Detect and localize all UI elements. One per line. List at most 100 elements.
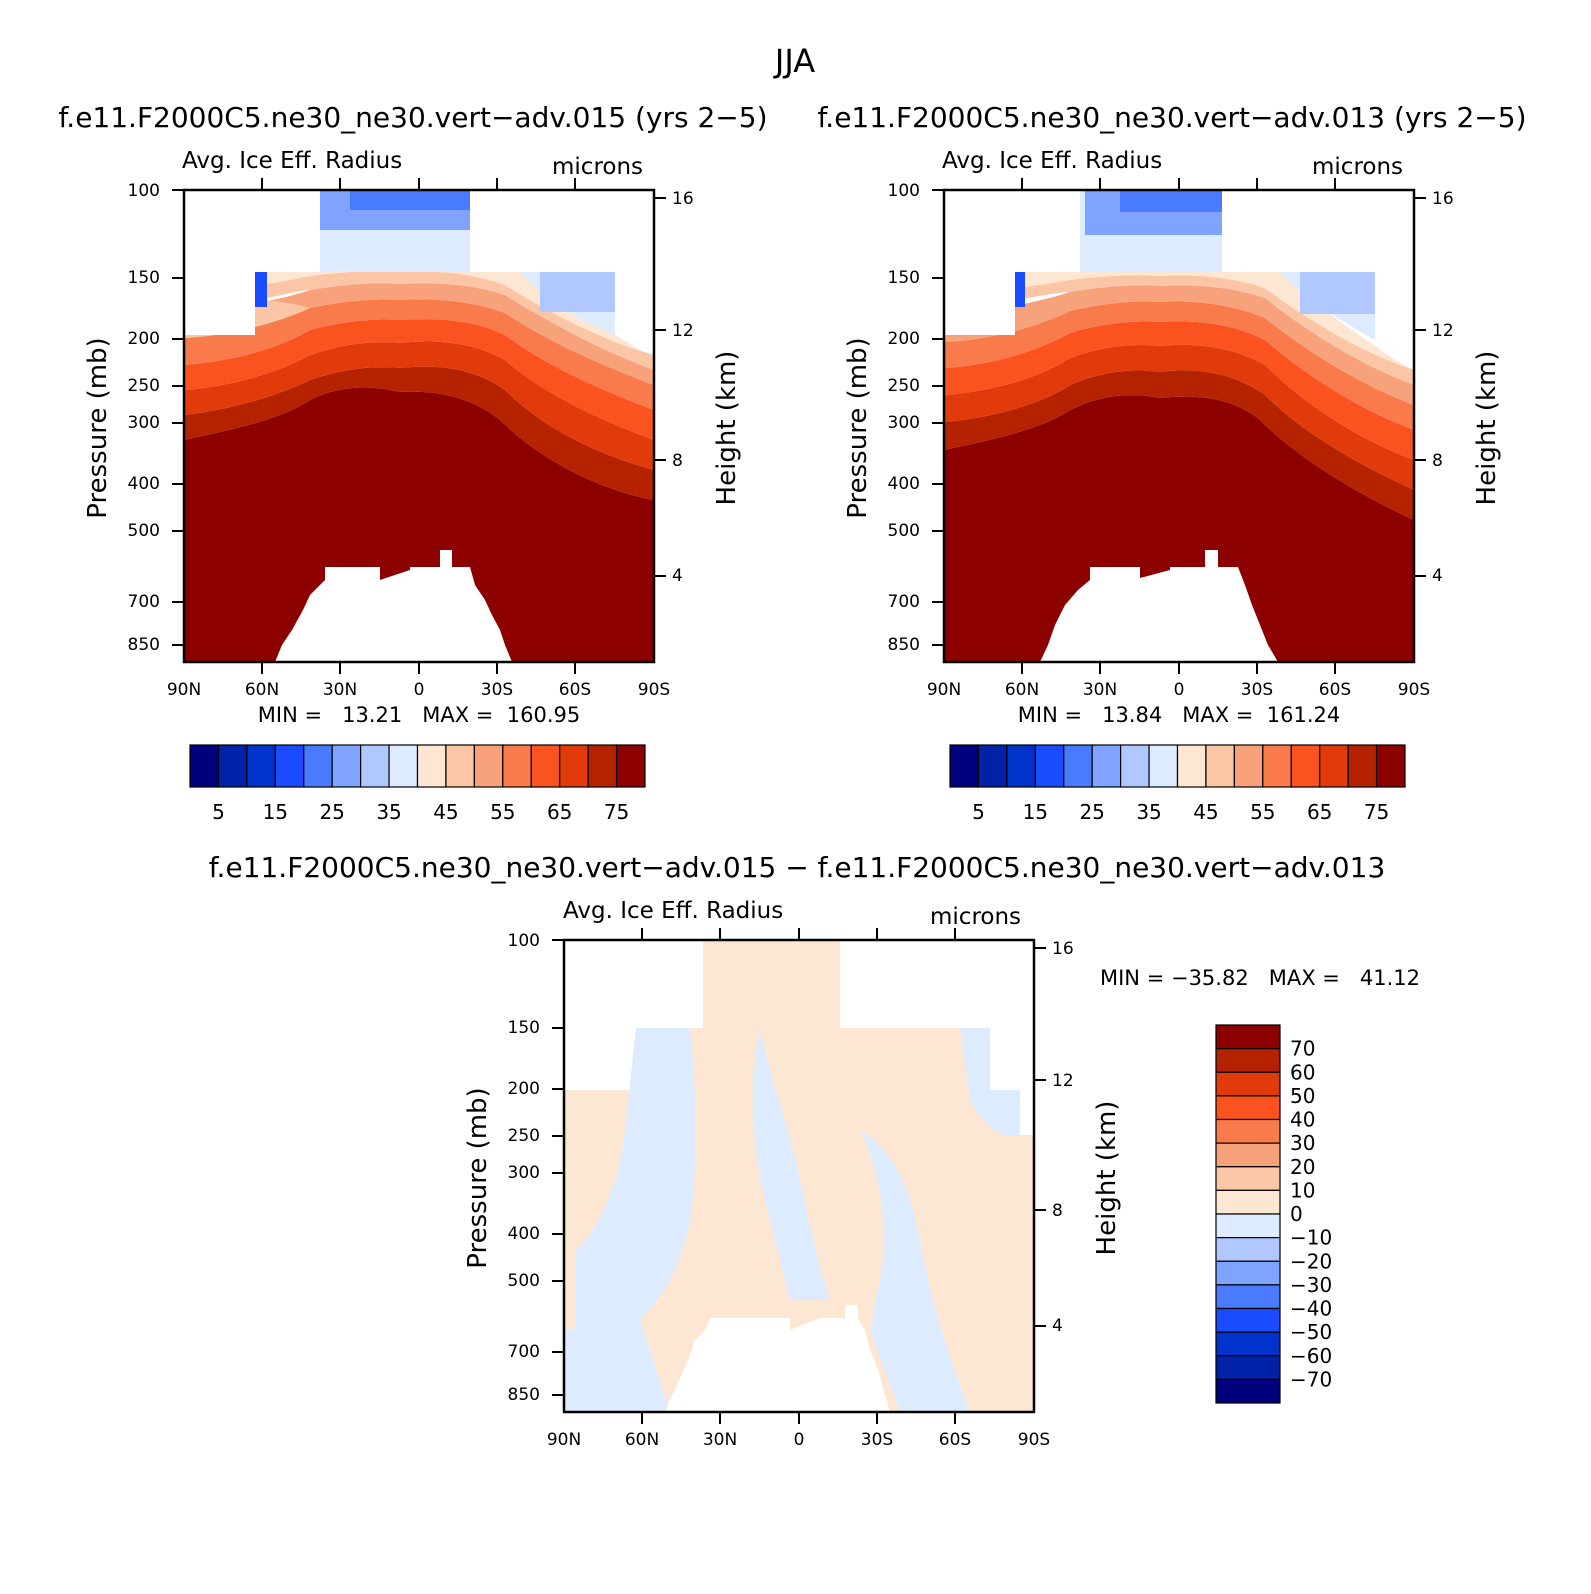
panel-1-ylabel-right: Height (km) bbox=[712, 351, 742, 506]
panel-3-colorbar-box-4 bbox=[1215, 1118, 1281, 1144]
panel-2-ytick-850: 850 bbox=[888, 635, 920, 655]
panel-1-colorbar-label-3: 35 bbox=[376, 800, 401, 824]
panel-2-variable: Avg. Ice Eff. Radius bbox=[942, 148, 1162, 174]
panel-1-colorbar-label-2: 25 bbox=[319, 800, 344, 824]
panel-1-band-50 bbox=[184, 299, 654, 410]
panel-1-white-bottom bbox=[275, 550, 512, 662]
panel-2-htick-marks bbox=[1414, 197, 1426, 577]
panel-2-colorbar-box-15 bbox=[1375, 744, 1406, 788]
panel-3-ytick-250: 250 bbox=[508, 1126, 540, 1146]
panel-1-white-top-right bbox=[470, 190, 654, 335]
panel-1-left-blue bbox=[255, 272, 267, 307]
panel-1-colorbar-box-13 bbox=[559, 744, 589, 788]
panel-1-plot: 100 150 200 250 300 400 500 700 850 16 1… bbox=[83, 178, 742, 727]
panel-2-colorbar-box-1 bbox=[977, 744, 1008, 788]
panel-3-colorbar-label-12: −50 bbox=[1290, 1320, 1332, 1344]
panel-3-neg-patch-1 bbox=[575, 1028, 696, 1330]
panel-2-htick-12: 12 bbox=[1432, 321, 1454, 341]
panel-3-colorbar-box-7 bbox=[1215, 1189, 1281, 1215]
panel-1-top-blue-core bbox=[350, 190, 470, 210]
panel-2-colorbar-box-12 bbox=[1290, 744, 1321, 788]
panel-1-ytick-150: 150 bbox=[128, 268, 160, 288]
panel-2-ytick-marks bbox=[932, 189, 944, 646]
panel-2-white-top-left bbox=[944, 190, 1080, 335]
panel-2-xtick-90S: 90S bbox=[1398, 680, 1430, 700]
panel-2-colorbar-box-5 bbox=[1091, 744, 1122, 788]
panel-2-right-blue bbox=[1300, 272, 1375, 314]
panel-1-colorbar-label-5: 55 bbox=[490, 800, 515, 824]
panel-2-xtick-0: 0 bbox=[1174, 680, 1185, 700]
panel-3-xtick-90S: 90S bbox=[1018, 1430, 1050, 1450]
panel-2-ytick-150: 150 bbox=[888, 268, 920, 288]
figure-title: JJA bbox=[773, 42, 815, 80]
panel-3-ylabel-left: Pressure (mb) bbox=[463, 1087, 493, 1268]
panel-3-colorbar-box-10 bbox=[1215, 1260, 1281, 1286]
panel-1-colorbar-box-14 bbox=[587, 744, 618, 788]
panel-1-ytick-250: 250 bbox=[128, 376, 160, 396]
panel-3-ytick-700: 700 bbox=[508, 1342, 540, 1362]
panel-3-colorbar-box-14 bbox=[1215, 1355, 1281, 1380]
panel-3-colorbar-label-6: 10 bbox=[1290, 1178, 1315, 1202]
panel-2-ytick-500: 500 bbox=[888, 521, 920, 541]
panel-2-colorbar-label-0: 5 bbox=[972, 800, 985, 824]
panel-1-colorbar-label-7: 75 bbox=[604, 800, 629, 824]
panel-3-height-ticks: 16 12 8 4 bbox=[1034, 939, 1074, 1336]
panel-2-top-blue-core bbox=[1120, 190, 1222, 212]
panel-2-ytick-200: 200 bbox=[888, 329, 920, 349]
panel-2-band-60 bbox=[944, 344, 1414, 490]
panel-2-colorbar-label-2: 25 bbox=[1079, 800, 1104, 824]
panel-2-colorbar-box-8 bbox=[1176, 744, 1207, 788]
panel-3-colorbar-box-6 bbox=[1215, 1166, 1281, 1191]
panel-1-colorbar-label-4: 45 bbox=[433, 800, 458, 824]
panel-1-ytick-200: 200 bbox=[128, 329, 160, 349]
panel-1-white-top-left bbox=[184, 190, 320, 335]
panel-1-colorbar-box-1 bbox=[217, 744, 248, 788]
panel-3-ytick-400: 400 bbox=[508, 1224, 540, 1244]
panel-2-band-50 bbox=[944, 301, 1414, 430]
panel-1-colorbar-box-10 bbox=[473, 744, 504, 788]
panel-2-stats: MIN = 13.84 MAX = 161.24 bbox=[1018, 703, 1340, 727]
panel-2-xtick-marks bbox=[1021, 178, 1336, 674]
panel-1-ytick-300: 300 bbox=[128, 413, 160, 433]
panel-1-x-ticks: 90N 60N 30N 0 30S 60S 90S bbox=[167, 178, 670, 700]
panel-2-colorbar-box-11 bbox=[1262, 744, 1292, 788]
panel-2-colorbar-box-10 bbox=[1233, 744, 1264, 788]
panel-2-xtick-60N: 60N bbox=[1005, 680, 1039, 700]
panel-1: f.e11.F2000C5.ne30_ne30.vert−adv.015 (yr… bbox=[58, 101, 767, 824]
panel-3-colorbar-label-1: 60 bbox=[1290, 1060, 1315, 1084]
panel-2-colorbar-box-0 bbox=[949, 744, 980, 788]
panel-1-case-title: f.e11.F2000C5.ne30_ne30.vert−adv.015 (yr… bbox=[58, 101, 767, 134]
panel-2-band-65 bbox=[944, 370, 1414, 520]
panel-1-htick-12: 12 bbox=[672, 321, 694, 341]
panel-2-ytick-300: 300 bbox=[888, 413, 920, 433]
panel-3-neg-patch-4 bbox=[960, 1028, 1020, 1137]
panel-3-ytick-marks bbox=[552, 939, 564, 1396]
panel-3-colorbar-box-15 bbox=[1215, 1378, 1281, 1404]
panel-2-xtick-90N: 90N bbox=[927, 680, 961, 700]
panel-3-ylabel-right: Height (km) bbox=[1092, 1101, 1122, 1256]
panel-2-ytick-250: 250 bbox=[888, 376, 920, 396]
panel-2-colorbar-box-7 bbox=[1148, 744, 1179, 788]
panel-3-colorbar-box-2 bbox=[1215, 1071, 1281, 1097]
panel-1-colorbar-label-0: 5 bbox=[212, 800, 225, 824]
panel-2-colorbar: 5 15 25 35 45 55 65 75 bbox=[949, 744, 1406, 824]
panel-1-ytick-400: 400 bbox=[128, 474, 160, 494]
panel-1-xtick-90S: 90S bbox=[638, 680, 670, 700]
panel-2-colorbar-box-2 bbox=[1006, 744, 1036, 788]
panel-3-colorbar-label-10: −30 bbox=[1290, 1273, 1332, 1297]
panel-1-ytick-700: 700 bbox=[128, 592, 160, 612]
panel-2-colorbar-box-14 bbox=[1347, 744, 1378, 788]
panel-1-trop-region bbox=[184, 387, 654, 662]
panel-3: f.e11.F2000C5.ne30_ne30.vert−adv.015 − f… bbox=[209, 851, 1420, 1450]
panel-1-band-60 bbox=[184, 341, 654, 470]
panel-1-y-ticks: 100 150 200 250 300 400 500 700 850 bbox=[128, 181, 184, 655]
panel-3-colorbar-box-5 bbox=[1215, 1142, 1281, 1168]
panel-3-colorbar-box-12 bbox=[1215, 1307, 1281, 1333]
panel-3-colorbar-label-0: 70 bbox=[1290, 1037, 1315, 1061]
panel-3-colorbar-box-3 bbox=[1215, 1095, 1281, 1121]
panel-1-colorbar-box-5 bbox=[331, 744, 362, 788]
panel-3-case-title: f.e11.F2000C5.ne30_ne30.vert−adv.015 − f… bbox=[209, 851, 1386, 884]
panel-1-htick-marks bbox=[654, 197, 666, 577]
panel-3-neg-patch-5 bbox=[564, 1320, 670, 1412]
panel-1-band-65 bbox=[184, 366, 654, 500]
